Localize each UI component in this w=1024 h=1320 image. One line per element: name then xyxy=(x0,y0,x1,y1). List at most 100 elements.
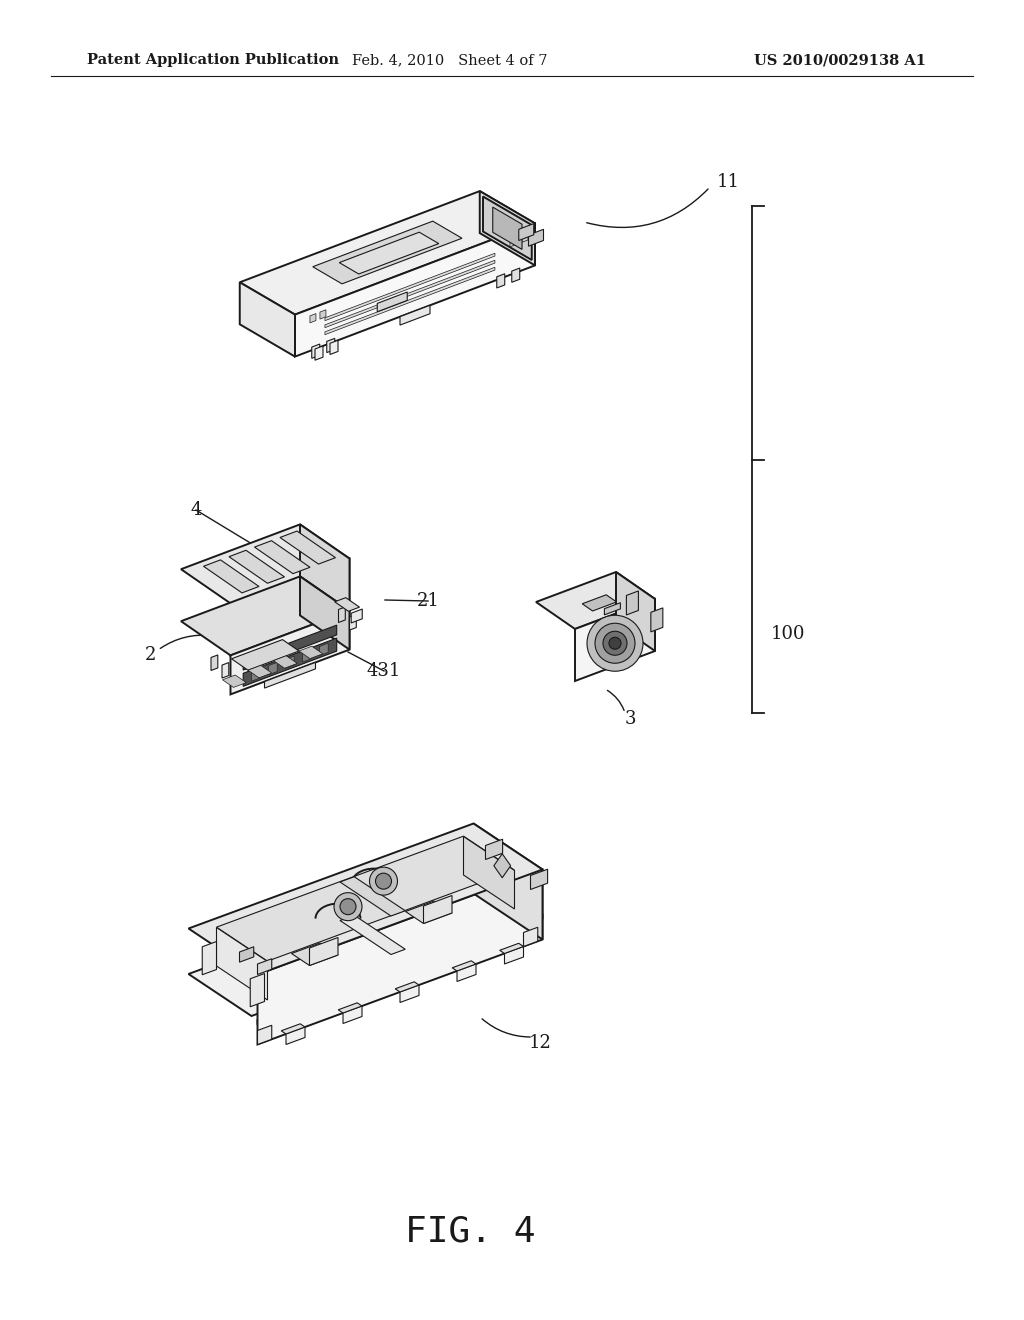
Polygon shape xyxy=(248,665,271,677)
Polygon shape xyxy=(483,197,531,260)
Polygon shape xyxy=(257,958,271,974)
Circle shape xyxy=(340,899,356,915)
Polygon shape xyxy=(457,964,476,982)
Polygon shape xyxy=(494,854,511,878)
Polygon shape xyxy=(349,615,356,630)
Polygon shape xyxy=(616,572,655,651)
Polygon shape xyxy=(230,558,349,656)
Polygon shape xyxy=(510,238,516,247)
Polygon shape xyxy=(480,191,535,265)
Polygon shape xyxy=(395,982,419,993)
Polygon shape xyxy=(216,928,267,1001)
Polygon shape xyxy=(273,656,297,668)
Polygon shape xyxy=(340,915,406,954)
Polygon shape xyxy=(286,656,294,668)
Polygon shape xyxy=(309,937,338,965)
Circle shape xyxy=(603,631,627,655)
Polygon shape xyxy=(325,267,495,335)
Polygon shape xyxy=(335,598,359,611)
Polygon shape xyxy=(188,869,537,1016)
Polygon shape xyxy=(230,611,349,694)
Polygon shape xyxy=(240,191,535,314)
Polygon shape xyxy=(530,869,548,890)
Polygon shape xyxy=(453,961,476,972)
Polygon shape xyxy=(243,626,337,671)
Polygon shape xyxy=(325,260,495,327)
Polygon shape xyxy=(523,927,538,946)
Polygon shape xyxy=(339,232,438,275)
Polygon shape xyxy=(216,836,514,961)
Polygon shape xyxy=(473,824,543,940)
Polygon shape xyxy=(303,649,311,661)
Polygon shape xyxy=(485,840,503,859)
Text: 12: 12 xyxy=(528,1034,552,1052)
Polygon shape xyxy=(464,837,514,909)
Polygon shape xyxy=(188,824,543,974)
Polygon shape xyxy=(229,550,285,583)
Polygon shape xyxy=(536,572,655,630)
Polygon shape xyxy=(300,577,349,649)
Polygon shape xyxy=(500,944,523,953)
Polygon shape xyxy=(604,603,621,615)
Text: 431: 431 xyxy=(367,663,401,680)
Polygon shape xyxy=(340,876,406,916)
Polygon shape xyxy=(522,234,528,243)
Polygon shape xyxy=(497,273,505,288)
Polygon shape xyxy=(268,663,278,675)
Text: 100: 100 xyxy=(771,624,806,643)
Polygon shape xyxy=(257,870,543,1044)
Polygon shape xyxy=(627,591,638,615)
Circle shape xyxy=(376,873,391,890)
Polygon shape xyxy=(282,1024,305,1034)
Polygon shape xyxy=(257,915,543,1023)
Polygon shape xyxy=(286,1027,305,1044)
Polygon shape xyxy=(512,268,520,282)
Polygon shape xyxy=(312,222,462,284)
Polygon shape xyxy=(255,541,310,574)
Polygon shape xyxy=(330,341,338,355)
Polygon shape xyxy=(204,560,259,593)
Circle shape xyxy=(609,638,621,649)
Polygon shape xyxy=(327,338,335,352)
Polygon shape xyxy=(181,577,349,656)
Polygon shape xyxy=(295,223,535,356)
Polygon shape xyxy=(424,895,452,924)
Circle shape xyxy=(595,623,635,663)
Polygon shape xyxy=(222,675,246,688)
Polygon shape xyxy=(280,531,336,564)
Polygon shape xyxy=(300,524,349,611)
Polygon shape xyxy=(319,310,326,319)
Polygon shape xyxy=(338,1003,362,1012)
Polygon shape xyxy=(252,669,260,681)
Circle shape xyxy=(370,867,397,895)
Polygon shape xyxy=(250,974,264,1007)
Polygon shape xyxy=(528,230,544,247)
Polygon shape xyxy=(583,595,616,611)
Polygon shape xyxy=(351,609,362,623)
Polygon shape xyxy=(406,902,452,924)
Polygon shape xyxy=(222,663,228,678)
Polygon shape xyxy=(339,607,345,623)
Polygon shape xyxy=(325,253,495,321)
Polygon shape xyxy=(400,985,419,1002)
Polygon shape xyxy=(493,207,522,249)
Polygon shape xyxy=(240,946,254,962)
Polygon shape xyxy=(243,638,337,686)
Polygon shape xyxy=(651,609,663,632)
Text: Patent Application Publication: Patent Application Publication xyxy=(87,53,339,67)
Circle shape xyxy=(587,615,643,672)
Polygon shape xyxy=(299,647,323,659)
Polygon shape xyxy=(292,942,338,965)
Polygon shape xyxy=(231,640,299,671)
Polygon shape xyxy=(264,663,315,688)
Polygon shape xyxy=(310,314,316,323)
Circle shape xyxy=(334,892,362,920)
Polygon shape xyxy=(211,655,218,671)
Polygon shape xyxy=(315,346,323,360)
Polygon shape xyxy=(400,305,430,325)
Text: 4: 4 xyxy=(190,502,202,519)
Text: FIG. 4: FIG. 4 xyxy=(404,1214,536,1249)
Polygon shape xyxy=(181,524,349,603)
Polygon shape xyxy=(257,1026,271,1044)
Text: 21: 21 xyxy=(417,591,439,610)
